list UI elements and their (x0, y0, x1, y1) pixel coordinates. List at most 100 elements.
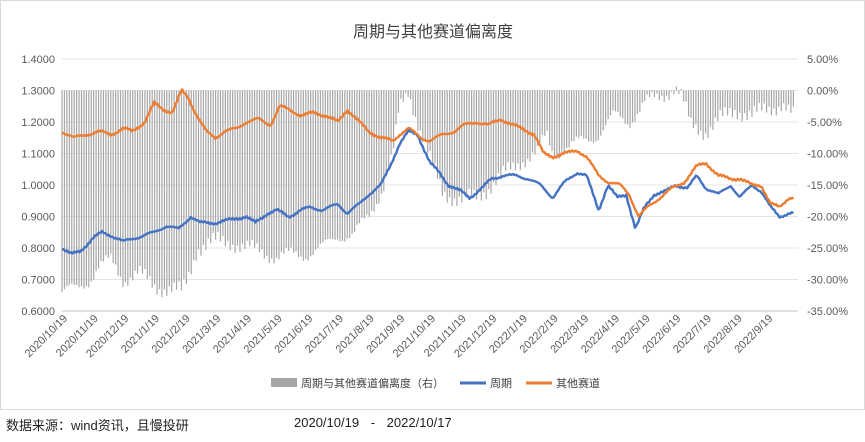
deviation-bar (458, 90, 460, 197)
deviation-bar (502, 90, 504, 166)
deviation-bar (368, 90, 370, 217)
deviation-bar (661, 90, 663, 96)
deviation-bar (570, 90, 573, 142)
deviation-bar (410, 90, 412, 100)
deviation-bar (673, 90, 675, 95)
deviation-bar (627, 90, 629, 125)
deviation-bar (778, 90, 780, 107)
deviation-bar (195, 90, 197, 261)
deviation-bar (726, 90, 729, 116)
deviation-bar (746, 90, 748, 121)
deviation-bar (556, 90, 558, 156)
deviation-bar (288, 90, 290, 251)
deviation-bar (366, 90, 368, 215)
deviation-bar (765, 90, 768, 113)
deviation-bar (244, 90, 246, 249)
deviation-bar (261, 90, 263, 250)
deviation-bar (358, 90, 361, 224)
deviation-bar (575, 90, 578, 137)
deviation-bar (651, 90, 653, 93)
deviation-bar (461, 90, 463, 203)
deviation-bar (617, 90, 619, 112)
deviation-bar (444, 90, 446, 192)
deviation-bar (312, 90, 314, 255)
deviation-bar (470, 90, 473, 198)
deviation-bar (297, 90, 300, 258)
deviation-bar (751, 90, 753, 118)
deviation-bar (566, 90, 568, 149)
deviation-bar (175, 90, 178, 290)
deviation-bar (731, 90, 734, 118)
deviation-bar (724, 90, 726, 108)
deviation-bar (551, 90, 553, 152)
deviation-bar (144, 90, 146, 270)
deviation-bar (232, 90, 234, 245)
deviation-bar (787, 90, 790, 105)
deviation-bar (166, 90, 168, 296)
deviation-bar (263, 90, 265, 259)
deviation-bar (573, 90, 575, 142)
deviation-bar (497, 90, 500, 174)
deviation-bar (478, 90, 480, 193)
left-tick-label: 0.6000 (21, 306, 55, 318)
deviation-bar (646, 90, 648, 95)
deviation-bar (773, 90, 775, 109)
deviation-bar (775, 90, 777, 116)
deviation-bar (678, 90, 680, 95)
deviation-bar (380, 90, 382, 194)
deviation-bar (705, 90, 707, 134)
deviation-bar (66, 90, 68, 287)
deviation-bar (397, 90, 400, 113)
deviation-bar (112, 90, 114, 264)
right-tick-label: -10.00% (807, 149, 848, 161)
chart-svg: 周期与其他赛道偏离度 1.4000 1.3000 1.2000 1.1000 1.0000… (21, 22, 848, 390)
deviation-bar (115, 90, 117, 265)
deviation-bar (266, 90, 268, 256)
deviation-bar (258, 90, 261, 253)
left-tick-label: 1.0000 (21, 180, 55, 192)
deviation-bar (202, 90, 205, 246)
chart-title: 周期与其他赛道偏离度 (353, 22, 513, 41)
deviation-bar (390, 90, 392, 155)
deviation-bar (666, 90, 668, 96)
deviation-bar (441, 90, 443, 196)
deviation-bar (622, 90, 624, 119)
deviation-bar (683, 90, 685, 102)
deviation-bar (188, 90, 190, 273)
left-tick-label: 0.7000 (21, 275, 55, 287)
deviation-bar (324, 90, 326, 240)
deviation-bar (641, 90, 643, 103)
right-tick-label: -35.00% (807, 306, 848, 318)
deviation-bar (644, 90, 646, 102)
deviation-bar (527, 90, 529, 159)
deviation-bar (124, 90, 126, 282)
deviation-bar (434, 90, 436, 164)
deviation-bar (334, 90, 336, 240)
deviation-bar (558, 90, 560, 159)
deviation-bar (239, 90, 241, 252)
deviation-bar (97, 90, 100, 269)
deviation-bar (456, 90, 458, 206)
deviation-bar (583, 90, 585, 139)
deviation-bar (514, 90, 517, 170)
deviation-bar (580, 90, 582, 137)
deviation-bar (102, 90, 105, 262)
deviation-bar (424, 90, 426, 141)
left-tick-label: 1.4000 (21, 54, 55, 66)
deviation-bar (534, 90, 536, 155)
deviation-bar (73, 90, 75, 285)
deviation-bar (785, 90, 787, 111)
deviation-bar (278, 90, 280, 260)
deviation-bar (412, 90, 414, 116)
right-tick-label: -5.00% (807, 117, 842, 129)
deviation-bar (227, 90, 229, 241)
deviation-bar (361, 90, 363, 218)
deviation-bar (549, 90, 551, 146)
right-tick-label: -15.00% (807, 180, 848, 192)
deviation-bar (719, 90, 721, 111)
deviation-bar (185, 90, 187, 285)
deviation-bar (741, 90, 743, 122)
deviation-bar (739, 90, 741, 113)
deviation-bar (687, 90, 690, 117)
deviation-bar (568, 90, 570, 148)
